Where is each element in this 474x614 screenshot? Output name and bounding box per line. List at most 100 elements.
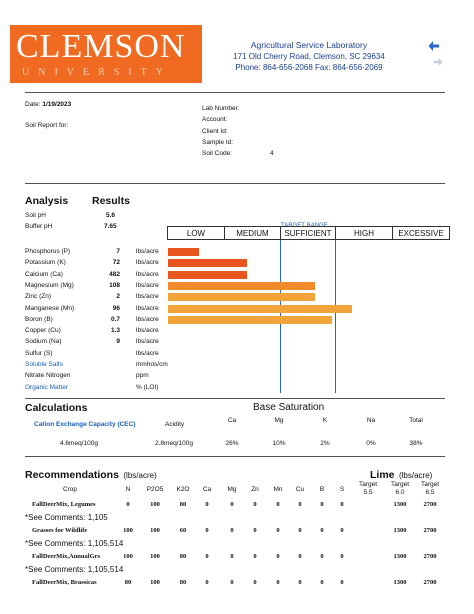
nutrient-level-bar <box>168 259 248 268</box>
base-saturation-value: 2% <box>320 440 330 447</box>
cec-label: Cation Exchange Capacity (CEC) <box>34 421 136 428</box>
rec-value: 0 <box>230 527 234 534</box>
nutrient-unit: lbs/acre <box>136 349 159 357</box>
rec-value: 80 <box>179 579 187 586</box>
rec-value: 0 <box>340 553 344 560</box>
rec-comment: *See Comments: 1,105 <box>25 513 108 522</box>
logo-wordmark: CLEMSON <box>16 28 186 65</box>
scale-sufficient: SUFFICIENT <box>280 226 336 240</box>
forward-arrow-icon[interactable] <box>433 56 443 70</box>
rec-header: B <box>319 486 325 493</box>
rec-value: 0 <box>205 553 209 560</box>
account-label: Account: <box>202 116 228 124</box>
back-arrow-icon[interactable] <box>428 40 440 55</box>
scale-excessive: EXCESSIVE <box>392 226 450 240</box>
nutrient-name: Manganese (Mn) <box>25 304 75 312</box>
rec-comment: *See Comments: 1,105,514 <box>25 539 124 548</box>
rec-value: 100 <box>150 527 160 534</box>
soil-ph-value: 5.6 <box>106 212 116 219</box>
rec-value: 0 <box>253 553 257 560</box>
lime-value: 2700 <box>423 527 437 534</box>
nutrient-unit: mmhos/cm <box>136 361 168 368</box>
scale-high: HIGH <box>335 226 393 240</box>
rec-value: 0 <box>320 553 324 560</box>
scale-low: LOW <box>167 226 225 240</box>
rec-value: 100 <box>123 527 133 534</box>
divider <box>25 183 445 184</box>
rec-value: 0 <box>276 579 280 586</box>
lime-header: Target 6.5 <box>420 481 440 496</box>
base-saturation-value: 10% <box>272 440 286 447</box>
rec-value: 0 <box>253 579 257 586</box>
rec-value: 0 <box>298 553 302 560</box>
acidity-label: Acidity <box>165 421 185 428</box>
soil-ph-label: Soil pH <box>25 212 46 219</box>
nutrient-value: 96 <box>112 304 120 312</box>
lime-value: 2700 <box>423 501 437 508</box>
lime-header: Target 6.0 <box>390 481 410 496</box>
base-saturation-header: Total <box>409 417 423 424</box>
soil-code-value: 4 <box>270 150 274 158</box>
sample-id-label: Sample Id: <box>202 138 234 146</box>
nutrient-value: 482 <box>109 270 120 278</box>
nutrient-unit: lbs/acre <box>136 338 159 346</box>
nutrient-value: 9 <box>116 338 120 346</box>
rec-value: 0 <box>253 501 257 508</box>
rec-value: 0 <box>276 553 280 560</box>
rec-header: Zn <box>251 486 259 493</box>
rec-value: 0 <box>340 527 344 534</box>
rec-value: 0 <box>320 579 324 586</box>
lab-number-label: Lab Number: <box>202 105 240 112</box>
lime-header: Target 5.5 <box>358 481 378 496</box>
base-saturation-value: 0% <box>366 440 376 447</box>
nutrient-unit: lbs/acre <box>136 315 159 323</box>
scale-medium: MEDIUM <box>224 226 281 240</box>
nutrient-value: 7 <box>116 248 120 255</box>
soil-report-for: Soil Report for: <box>25 122 69 129</box>
divider <box>25 92 445 93</box>
lime-value: 2700 <box>423 553 437 560</box>
lime-value: 1300 <box>393 527 407 534</box>
lime-value: 1300 <box>393 553 407 560</box>
rec-value: 0 <box>340 579 344 586</box>
nutrient-unit: lbs/acre <box>136 270 159 278</box>
nutrient-unit: lbs/acre <box>136 304 159 312</box>
report-date: Date: 1/19/2023 <box>25 99 71 110</box>
base-saturation-header: Mg <box>274 417 284 424</box>
rec-value: 0 <box>276 501 280 508</box>
divider <box>25 456 445 457</box>
rec-value: 60 <box>179 527 187 534</box>
nutrient-unit: lbs/acre <box>136 259 159 267</box>
nutrient-unit: lbs/acre <box>136 293 159 301</box>
nutrient-level-bar <box>168 281 316 290</box>
buffer-ph-value: 7.65 <box>104 223 117 230</box>
nutrient-name: Phosphorus (P) <box>25 248 71 255</box>
lime-value: 1300 <box>393 501 407 508</box>
nutrient-value: 108 <box>109 281 120 289</box>
rec-value: 0 <box>298 579 302 586</box>
rec-value: 0 <box>298 527 302 534</box>
acidity-value: 2.8meq/100g <box>155 440 193 447</box>
nutrient-level-bar <box>168 248 200 256</box>
rec-header: Ca <box>202 486 212 493</box>
rec-header: Mn <box>273 486 283 493</box>
nutrient-name: Copper (Cu) <box>25 327 61 335</box>
nutrient-name: Sulfur (S) <box>25 349 53 357</box>
base-saturation-header: Ca <box>227 417 237 424</box>
rec-value: 80 <box>179 501 187 508</box>
nutrient-value: 2 <box>116 293 120 301</box>
crop-name: FallDeerMix, Brassicas <box>32 579 97 586</box>
rec-value: 100 <box>150 501 160 508</box>
nutrient-name: Calcium (Ca) <box>25 270 63 278</box>
rec-value: 0 <box>205 527 209 534</box>
recommendations-title: Recommendations (lbs/acre) <box>25 469 157 481</box>
nutrient-level-bar <box>168 315 333 324</box>
base-saturation-header: Na <box>366 417 376 424</box>
rec-header: Mg <box>227 486 237 493</box>
rec-header: Crop <box>62 486 78 493</box>
base-saturation-title: Base Saturation <box>253 402 325 413</box>
rec-value: 0 <box>205 501 209 508</box>
nutrient-value: 0.7 <box>110 315 120 323</box>
lab-name: Agricultural Service Laboratory <box>250 40 368 50</box>
logo-subtitle: UNIVERSITY <box>22 67 172 78</box>
